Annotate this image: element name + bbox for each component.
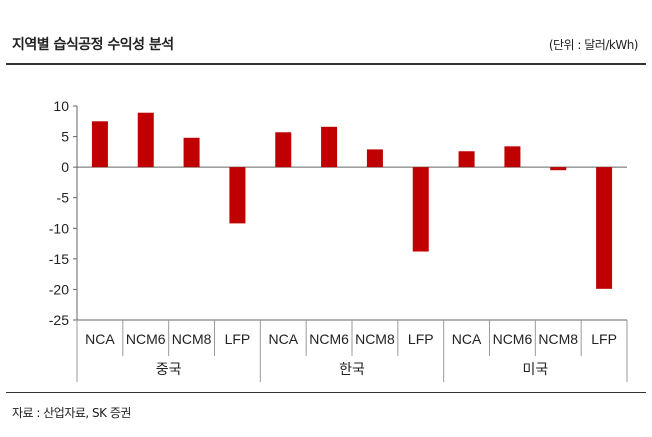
source-note: 자료 : 산업자료, SK 증권 [12,406,131,420]
bar-ncm8 [183,137,200,168]
bar-nca [275,132,292,168]
category-label: NCM6 [493,331,533,347]
category-label: LFP [408,331,434,347]
chart-title: 지역별 습식공정 수익성 분석 [12,37,174,53]
category-label: NCA [268,331,298,347]
category-label: NCA [85,331,115,347]
group-label: 한국 [339,361,365,377]
bar-lfp [229,167,246,224]
bar-ncm6 [321,126,338,168]
bar-ncm6 [504,146,521,168]
category-label: LFP [225,331,251,347]
group-label: 중국 [156,361,182,377]
bar-lfp [412,167,429,252]
category-label: NCM6 [126,331,166,347]
y-tick-label: -25 [49,312,69,328]
y-tick-label: -20 [49,281,69,297]
bar-ncm8 [550,167,567,171]
category-label: NCM8 [355,331,395,347]
y-tick-label: 5 [61,129,69,145]
bar-lfp [596,167,613,289]
category-label: NCM6 [309,331,349,347]
bottom-divider [6,392,646,393]
unit-label: (단위 : 달러/kWh) [548,38,639,52]
y-tick-label: 0 [61,159,69,175]
bar-ncm8 [366,149,383,168]
bar-nca [91,121,108,168]
y-tick-label: -5 [57,190,70,206]
top-divider [6,63,646,65]
category-label: LFP [591,331,617,347]
category-label: NCA [452,331,482,347]
category-label: NCM8 [172,331,212,347]
category-label: NCM8 [538,331,578,347]
group-label: 미국 [522,361,548,377]
y-tick-label: 10 [53,98,69,114]
y-tick-label: -10 [49,220,69,236]
y-tick-label: -15 [49,251,69,267]
bar-ncm6 [137,112,154,168]
bar-nca [458,151,475,168]
